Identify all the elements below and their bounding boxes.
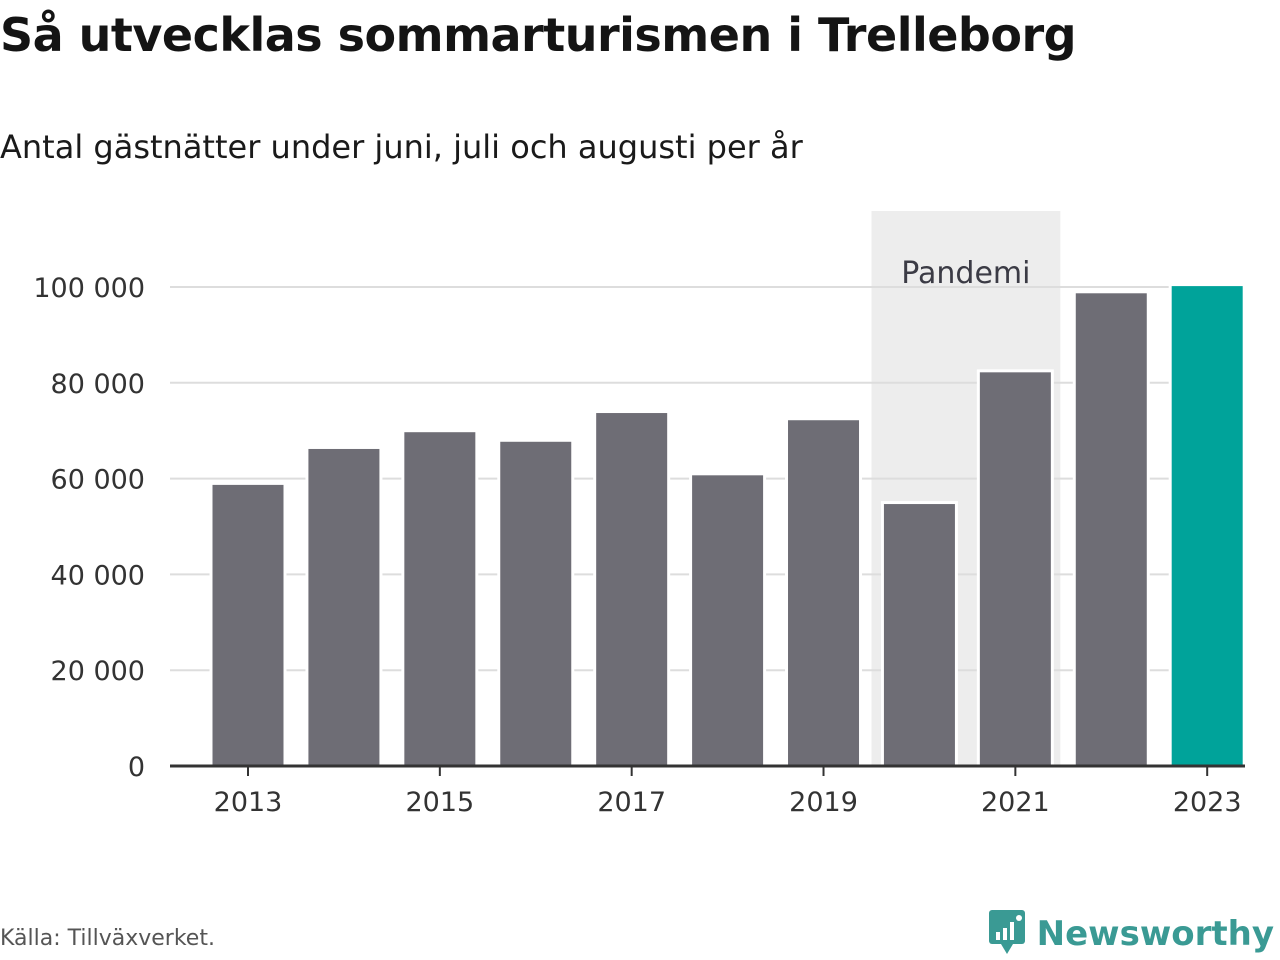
bar-2013 <box>209 481 287 768</box>
x-tick-label: 2017 <box>597 787 666 818</box>
bar-chart: Pandemi 0 20 000 40 000 60 000 80 000 100 000 2… <box>33 211 1246 818</box>
x-tick-label: 2023 <box>1173 787 1242 818</box>
bar-2014 <box>305 445 383 768</box>
source-note: Källa: Tillväxverket. <box>0 926 215 951</box>
y-tick-label: 0 <box>128 752 145 783</box>
x-tick-label: 2015 <box>405 787 474 818</box>
bar-2023 <box>1168 283 1246 768</box>
x-tick-label: 2019 <box>789 787 858 818</box>
bar-2018 <box>689 472 767 768</box>
bar-2017 <box>593 410 671 768</box>
y-tick-label: 100 000 <box>33 273 145 304</box>
bar-2022 <box>1072 290 1150 768</box>
x-tick-label: 2021 <box>981 787 1050 818</box>
chart-subtitle: Antal gästnätter under juni, juli och au… <box>0 128 803 166</box>
y-tick-label: 20 000 <box>51 656 145 687</box>
y-tick-label: 80 000 <box>51 369 145 400</box>
brand-name: Newsworthy <box>1036 914 1274 954</box>
x-tick-label: 2013 <box>214 787 283 818</box>
y-tick-label: 40 000 <box>51 560 145 591</box>
bar-2019 <box>785 417 863 768</box>
annotation-label: Pandemi <box>901 256 1030 291</box>
bar-2021 <box>976 369 1054 768</box>
newsworthy-logo-icon <box>987 908 1027 960</box>
bar-2020 <box>880 501 958 768</box>
chart-title: Så utvecklas sommarturismen i Trelleborg <box>0 8 1077 62</box>
bar-2016 <box>497 438 575 768</box>
brand[interactable]: Newsworthy <box>987 908 1274 960</box>
bar-2015 <box>401 429 479 768</box>
y-tick-label: 60 000 <box>51 465 145 496</box>
